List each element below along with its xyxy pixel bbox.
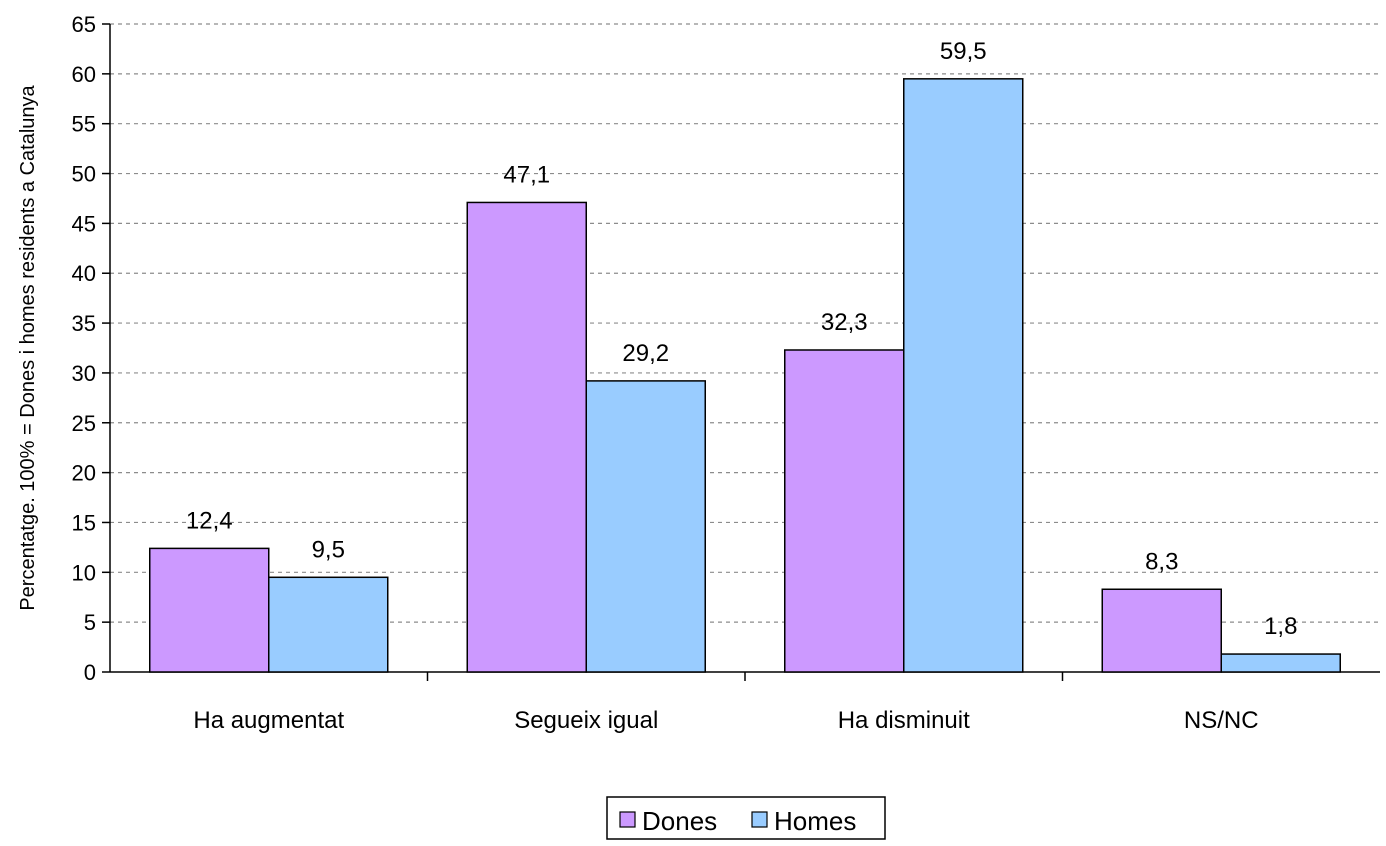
- y-tick-label: 5: [84, 610, 96, 635]
- y-tick-label: 25: [72, 411, 96, 436]
- y-tick-label: 15: [72, 510, 96, 535]
- bar-homes: [268, 576, 389, 673]
- y-tick-label: 20: [72, 461, 96, 486]
- y-tick-label: 0: [84, 660, 96, 685]
- gridlines: [110, 23, 1380, 623]
- data-label: 29,2: [622, 340, 669, 367]
- data-label: 59,5: [940, 38, 987, 65]
- bar-dones: [784, 349, 905, 673]
- y-tick-label: 60: [72, 62, 96, 87]
- y-tick-label: 45: [72, 211, 96, 236]
- data-labels: 12,4 9,5 47,1 29,2 32,3 59,5 8,3 1,8: [186, 38, 1298, 640]
- data-label: 1,8: [1264, 613, 1297, 640]
- bars: [149, 78, 1341, 673]
- y-axis-title: Percentatge. 100% = Dones i homes reside…: [17, 84, 39, 610]
- bar-homes: [585, 380, 706, 673]
- legend-label-homes: Homes: [774, 806, 856, 836]
- x-category-label: NS/NC: [1184, 707, 1259, 734]
- legend: Dones Homes: [606, 796, 886, 840]
- y-tick-label: 35: [72, 311, 96, 336]
- y-tick-label: 50: [72, 162, 96, 187]
- x-category-label: Ha augmentat: [193, 707, 344, 734]
- y-tick-label: 30: [72, 361, 96, 386]
- data-label: 9,5: [312, 536, 345, 563]
- legend-border: [606, 796, 886, 840]
- bar-dones: [1101, 588, 1222, 673]
- bar-homes: [903, 78, 1024, 673]
- legend-label-dones: Dones: [642, 806, 717, 836]
- y-tick-label: 10: [72, 560, 96, 585]
- data-label: 32,3: [821, 309, 868, 336]
- y-tick-label: 40: [72, 261, 96, 286]
- data-label: 8,3: [1145, 548, 1178, 575]
- legend-swatch-dones: [619, 811, 636, 828]
- bar-dones: [466, 201, 587, 673]
- data-label: 47,1: [503, 161, 550, 188]
- x-category-label: Segueix igual: [514, 707, 658, 734]
- y-tick-label: 65: [72, 12, 96, 37]
- x-category-label: Ha disminuit: [838, 707, 970, 734]
- y-tick-label: 55: [72, 112, 96, 137]
- bar-dones: [149, 547, 270, 673]
- bar-homes: [1220, 653, 1341, 673]
- legend-swatch-homes: [751, 811, 768, 828]
- data-label: 12,4: [186, 507, 233, 534]
